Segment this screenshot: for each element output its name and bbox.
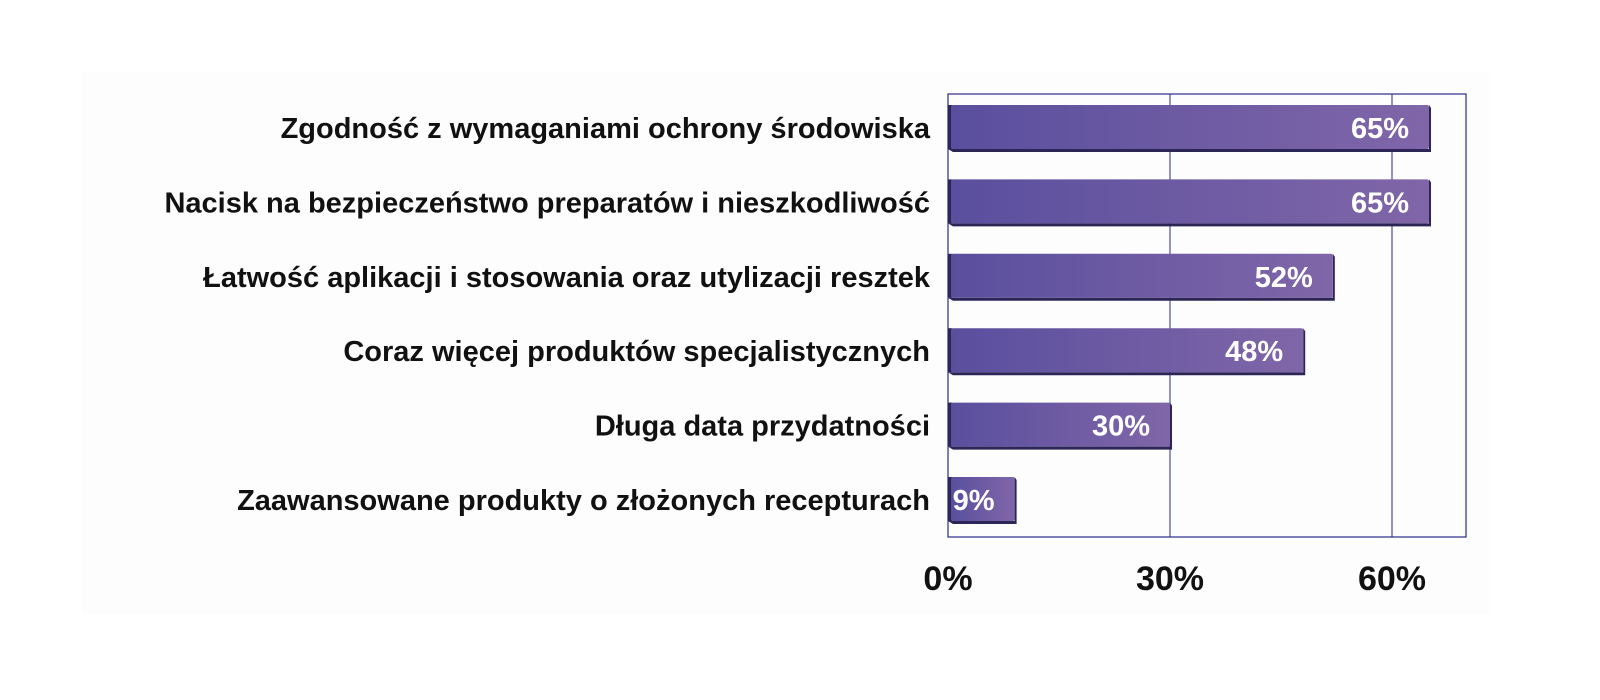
data-label: 48% xyxy=(1225,336,1283,368)
bar xyxy=(951,179,1429,224)
x-tick-label: 0% xyxy=(923,560,972,598)
category-label: Długa data przydatności xyxy=(595,411,930,443)
data-label: 65% xyxy=(1351,113,1409,145)
plot-area-border xyxy=(947,93,1467,538)
bar-left-edge xyxy=(948,179,952,224)
bar xyxy=(951,477,1015,521)
bar-left-edge xyxy=(948,105,952,149)
bar xyxy=(951,402,1170,447)
bar-left-edge xyxy=(948,328,952,373)
category-label: Coraz więcej produktów specjalistycznych xyxy=(343,336,930,368)
bar-left-edge xyxy=(948,253,952,298)
data-label: 30% xyxy=(1092,411,1150,443)
x-tick-label: 60% xyxy=(1358,560,1426,598)
bar xyxy=(951,253,1333,298)
data-label: 52% xyxy=(1255,262,1313,294)
category-label: Łatwość aplikacji i stosowania oraz utyl… xyxy=(203,262,931,294)
category-label: Nacisk na bezpieczeństwo preparatów i ni… xyxy=(164,187,930,219)
data-label: 65% xyxy=(1351,187,1409,219)
bar-left-edge xyxy=(948,402,952,447)
bar-left-edge xyxy=(948,477,952,521)
bar xyxy=(951,328,1304,373)
x-tick-label: 30% xyxy=(1136,560,1204,598)
bar xyxy=(951,105,1429,149)
category-label: Zaawansowane produkty o złożonych recept… xyxy=(237,485,930,517)
data-label: 9% xyxy=(953,485,995,517)
category-label: Zgodność z wymaganiami ochrony środowisk… xyxy=(281,113,931,145)
